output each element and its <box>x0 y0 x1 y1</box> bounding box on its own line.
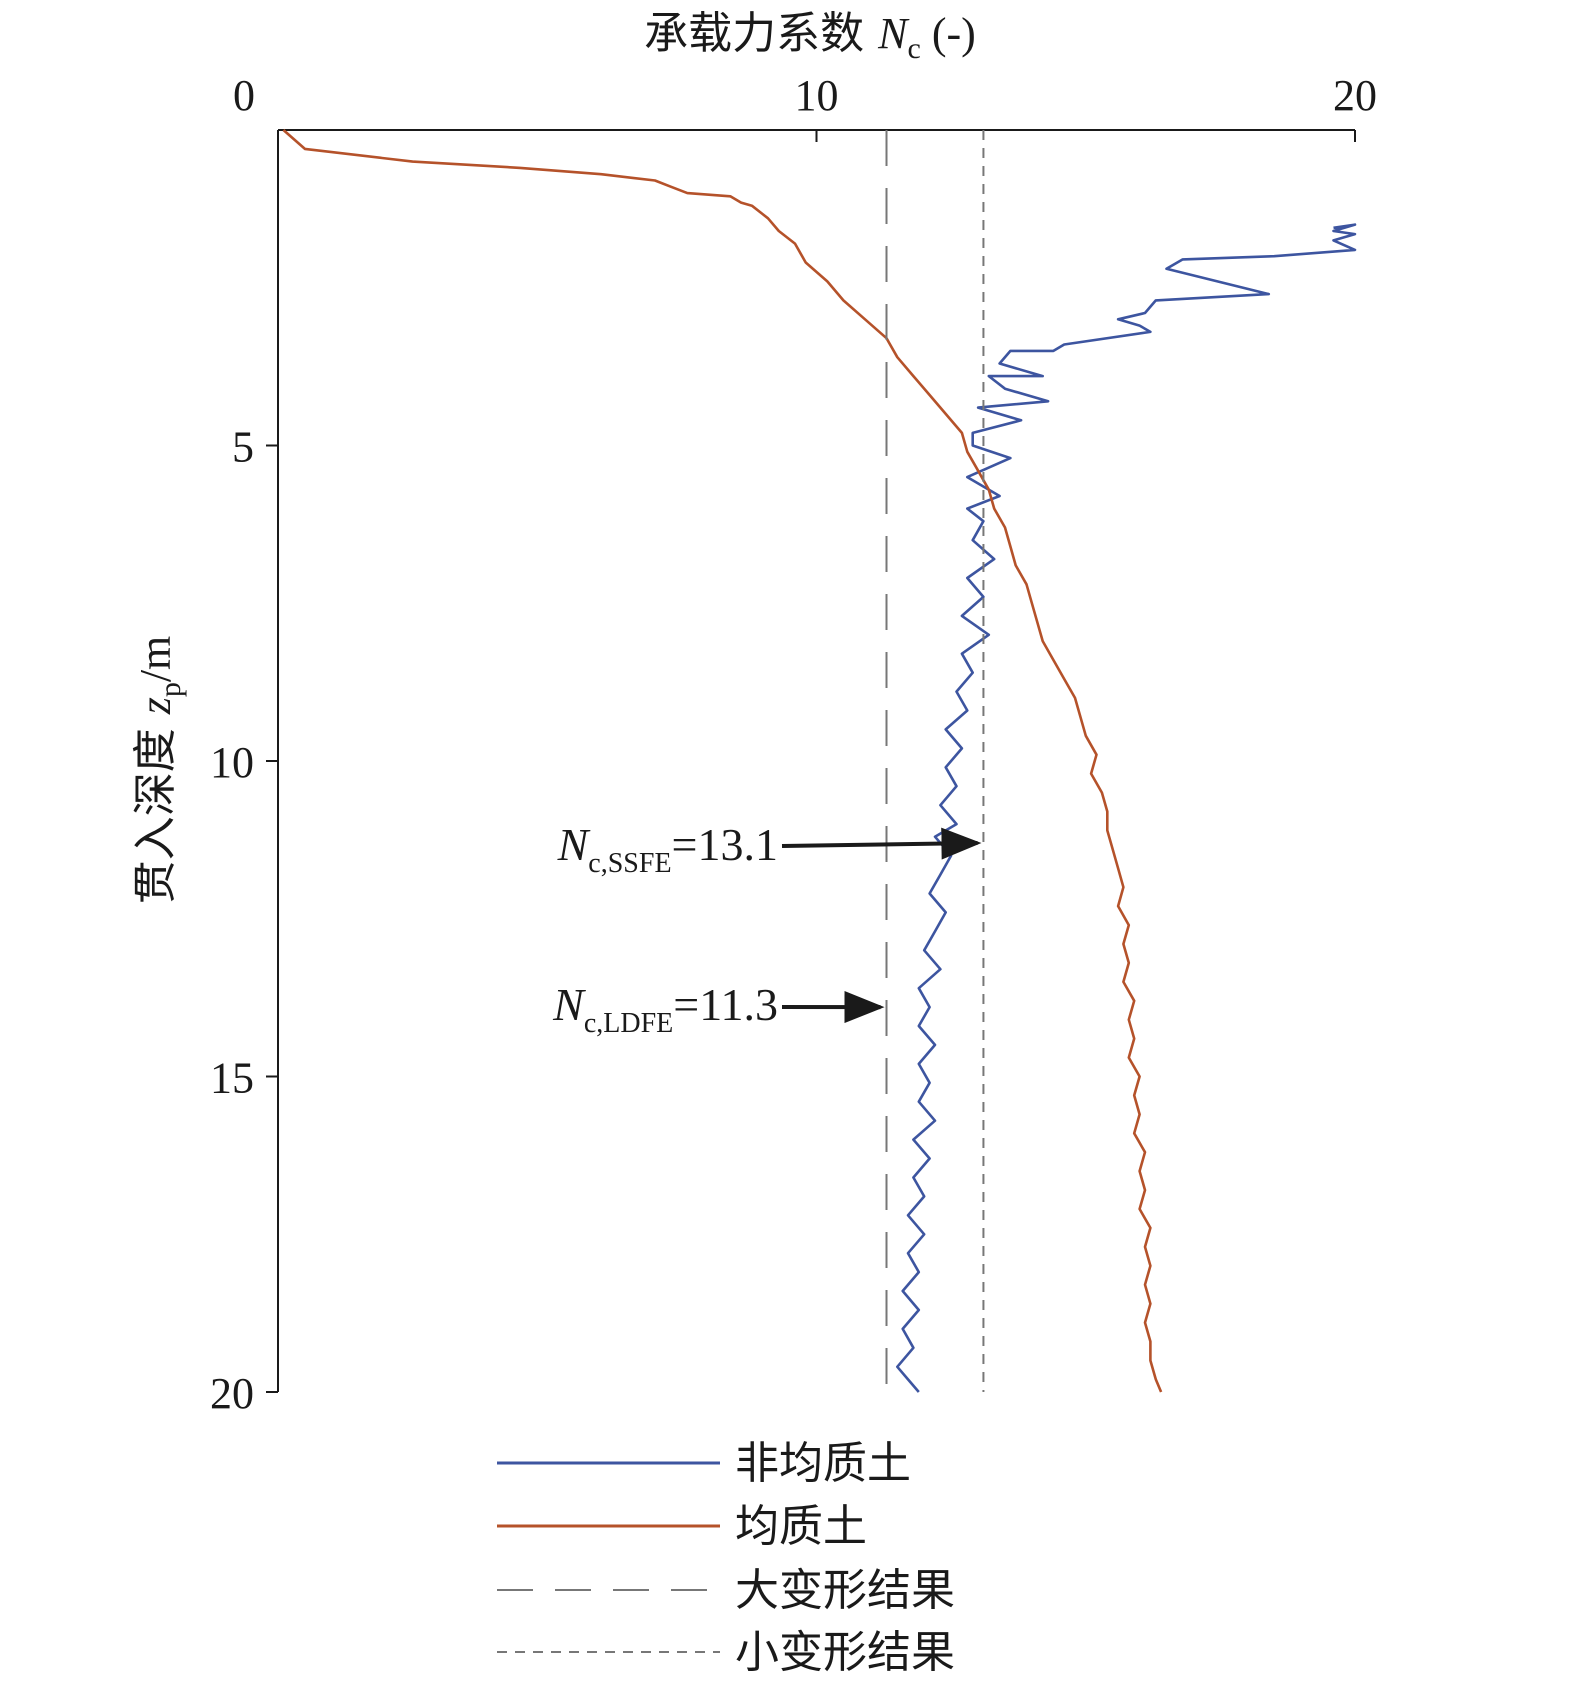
annotation-ssfe-arrow <box>781 827 982 860</box>
axes: 0 10 20 5 10 15 20 <box>210 71 1377 1418</box>
y-tick-label-10: 10 <box>210 738 254 787</box>
series-line-1 <box>282 129 1163 1393</box>
x-axis-title: 承载力系数 Nc (-) <box>644 8 976 65</box>
x-tick-label-0: 0 <box>233 71 255 120</box>
legend-label-large-deformation: 大变形结果 <box>735 1565 955 1616</box>
legend-label-small-deformation: 小变形结果 <box>735 1627 955 1678</box>
y-axis-title: 贯入深度 zp/m <box>130 636 187 905</box>
y-tick-label-5: 5 <box>232 423 254 472</box>
x-tick-label-10: 10 <box>795 71 839 120</box>
legend-label-inhomogeneous: 非均质土 <box>735 1438 911 1489</box>
series-lines <box>282 129 1357 1393</box>
y-tick-label-20: 20 <box>210 1369 254 1418</box>
legend-label-homogeneous: 均质土 <box>735 1501 867 1552</box>
x-tick-label-20: 20 <box>1333 71 1377 120</box>
y-tick-label-15: 15 <box>210 1054 254 1103</box>
series-line-0 <box>896 223 1357 1393</box>
legend: 非均质土 均质土 大变形结果 小变形结果 <box>497 1438 955 1678</box>
annotation-ssfe-label: Nc,SSFE=13.1 <box>557 819 778 879</box>
annotation-ldfe-label: Nc,LDFE=11.3 <box>552 979 778 1039</box>
